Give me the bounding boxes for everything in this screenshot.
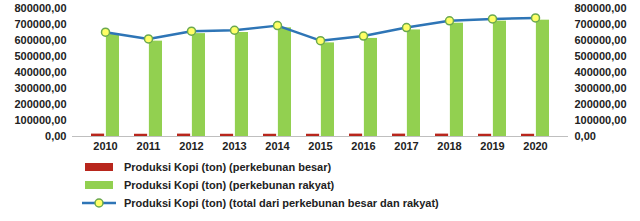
svg-text:2011: 2011 — [137, 140, 161, 152]
svg-text:2010: 2010 — [93, 140, 117, 152]
svg-text:800000,00: 800000,00 — [575, 2, 627, 14]
svg-text:2012: 2012 — [179, 140, 203, 152]
svg-text:2019: 2019 — [480, 140, 504, 152]
svg-text:100000,00: 100000,00 — [15, 114, 67, 126]
svg-text:2017: 2017 — [394, 140, 418, 152]
svg-text:600000,00: 600000,00 — [15, 34, 67, 46]
svg-text:2020: 2020 — [523, 140, 547, 152]
svg-text:2015: 2015 — [308, 140, 332, 152]
svg-text:400000,00: 400000,00 — [15, 66, 67, 78]
svg-text:400000,00: 400000,00 — [575, 66, 627, 78]
svg-text:200000,00: 200000,00 — [15, 98, 67, 110]
svg-text:700000,00: 700000,00 — [15, 18, 67, 30]
svg-text:300000,00: 300000,00 — [575, 82, 627, 94]
svg-text:600000,00: 600000,00 — [575, 34, 627, 46]
html-text:Produksi Kopi (ton) (perkebuna: Produksi Kopi (ton) (perkebunan besar) — [124, 161, 332, 173]
svg-text:2013: 2013 — [222, 140, 246, 152]
svg-text:2014: 2014 — [265, 140, 290, 152]
svg-text:500000,00: 500000,00 — [15, 50, 67, 62]
html-text:Produksi Kopi (ton) (perkebuna: Produksi Kopi (ton) (perkebunan rakyat) — [124, 179, 335, 191]
svg-text:100000,00: 100000,00 — [575, 114, 627, 126]
svg-text:500000,00: 500000,00 — [575, 50, 627, 62]
svg-text:200000,00: 200000,00 — [575, 98, 627, 110]
svg-text:2018: 2018 — [437, 140, 461, 152]
html-text:Produksi Kopi (ton) (total dar: Produksi Kopi (ton) (total dari perkebun… — [124, 197, 439, 209]
svg-text:0,00: 0,00 — [45, 130, 66, 142]
svg-text:700000,00: 700000,00 — [575, 18, 627, 30]
svg-text:0,00: 0,00 — [575, 130, 596, 142]
svg-text:2016: 2016 — [351, 140, 375, 152]
svg-text:800000,00: 800000,00 — [15, 2, 67, 14]
svg-text:300000,00: 300000,00 — [15, 82, 67, 94]
